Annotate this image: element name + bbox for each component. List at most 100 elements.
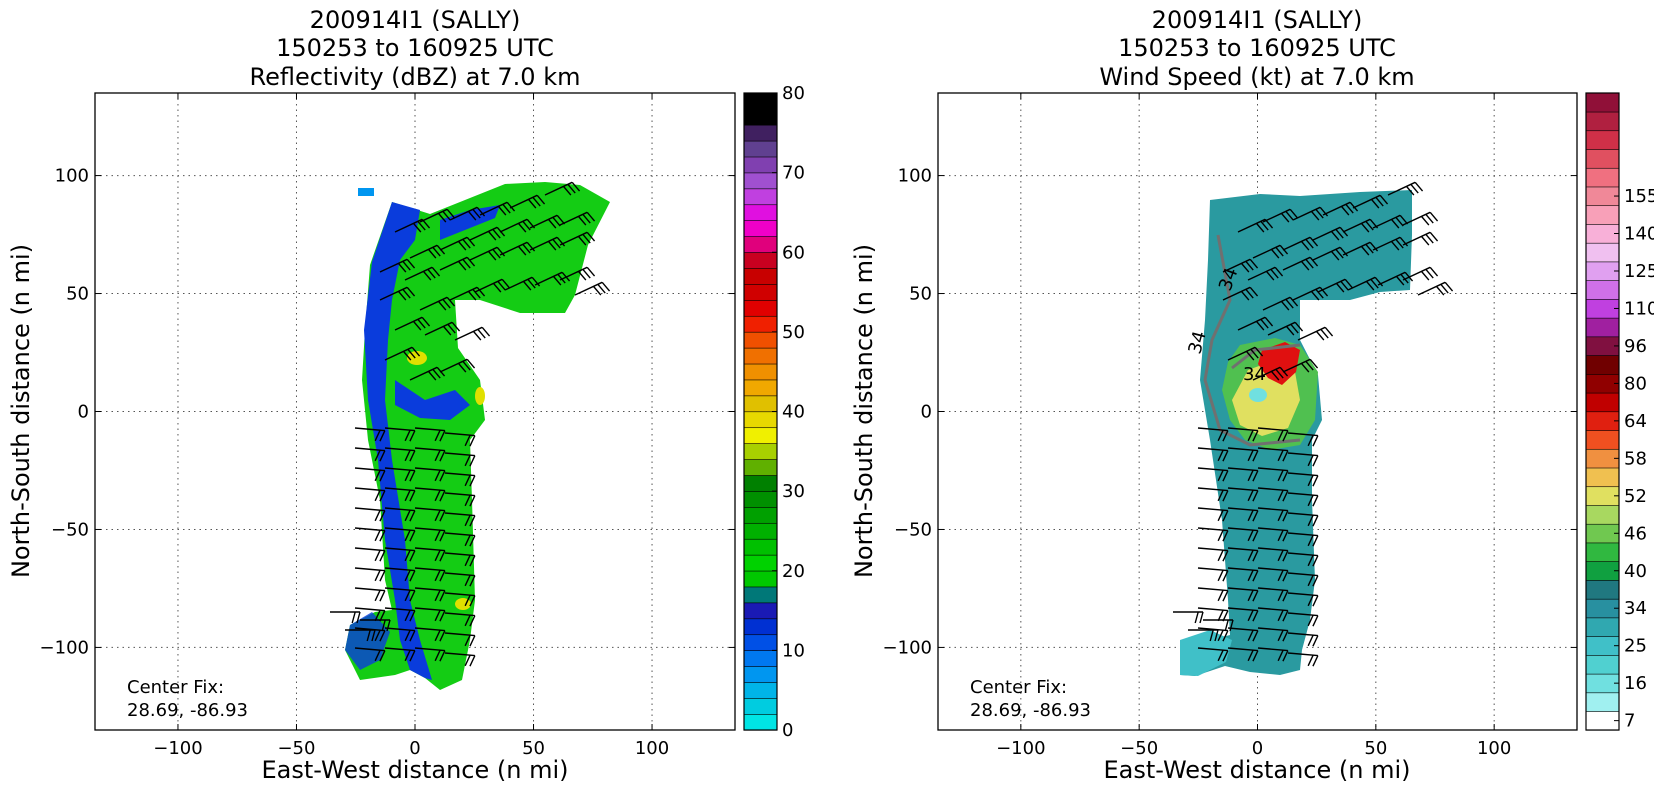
- colorbar-swatch: [743, 650, 778, 667]
- wind-barb-flag: [1312, 655, 1319, 667]
- wind-barb-flag: [404, 569, 411, 582]
- wind-barb-flag: [467, 210, 477, 221]
- wind-barb-flag: [469, 655, 476, 667]
- wind-barb-shaft: [1312, 226, 1341, 241]
- wind-barb-flag: [1285, 298, 1294, 309]
- wind-barb-flag: [464, 594, 471, 607]
- colorbar-tick-label: 40: [782, 402, 805, 423]
- wind-barb-flag: [1315, 330, 1325, 341]
- wind-barb-flag: [1275, 246, 1284, 257]
- wind-barb-flag: [1277, 649, 1284, 662]
- wind-barb-flag: [1255, 222, 1265, 233]
- wind-barb-flag: [439, 430, 446, 442]
- wind-barb-flag: [1307, 634, 1314, 647]
- colorbar-tick-label: 58: [1624, 448, 1647, 469]
- wind-barb-flag: [351, 611, 356, 624]
- wind-barb-flag: [1307, 434, 1314, 447]
- colorbar-swatch: [743, 411, 778, 429]
- wind-barb-flag: [1214, 629, 1219, 642]
- wind-barb-flag: [487, 250, 497, 261]
- wind-barb-flag: [464, 454, 471, 467]
- wind-barb-flag: [1425, 213, 1434, 224]
- wind-barb-flag: [446, 208, 456, 219]
- center-fix-label: Center Fix:: [127, 677, 224, 698]
- colorbar-swatch: [743, 172, 778, 190]
- wind-barb-flag: [374, 569, 381, 582]
- wind-barb-flag: [379, 510, 386, 522]
- chart-title-line2: 150253 to 160925 UTC: [276, 34, 554, 62]
- wind-barb-flag: [1252, 490, 1259, 502]
- colorbar-tick-label: 30: [782, 481, 805, 502]
- wind-barb-flag: [1312, 575, 1319, 587]
- wind-barb-flag: [1429, 231, 1439, 242]
- wind-speed-panel: 200914I1 (SALLY) 150253 to 160925 UTC Wi…: [850, 6, 1654, 784]
- wind-barb-flag: [597, 283, 606, 294]
- wind-speed-eye: [1249, 388, 1267, 402]
- wind-barb-flag: [1247, 649, 1254, 662]
- contour-label: 34: [1243, 364, 1266, 385]
- wind-barb-flag: [1277, 589, 1284, 602]
- wind-barb-flag: [439, 610, 446, 622]
- wind-barb-flag: [434, 569, 441, 582]
- wind-barb-flag: [1252, 530, 1259, 542]
- colorbar-swatch: [1585, 280, 1620, 300]
- wind-barb-shaft: [449, 206, 478, 221]
- wind-barb-flag: [374, 629, 381, 642]
- wind-barb-flag: [472, 208, 481, 219]
- colorbar-tick-label: 80: [1624, 373, 1647, 394]
- wind-barb-flag: [1260, 318, 1269, 329]
- wind-barb-shaft: [1237, 218, 1266, 233]
- wind-barb-flag: [1245, 288, 1254, 299]
- wind-speed-lower-patch: [1180, 630, 1232, 676]
- wind-barb-shaft: [474, 278, 503, 293]
- wind-barb-flag: [1217, 449, 1224, 462]
- colorbar-tick-label: 60: [782, 242, 805, 263]
- wind-barb-flag: [412, 222, 422, 233]
- wind-barb-flag: [422, 270, 432, 281]
- wind-barb-shaft: [1352, 194, 1381, 209]
- wind-barb-flag: [464, 434, 471, 447]
- colorbar-tick-label: 34: [1624, 598, 1647, 619]
- colorbar-swatch: [1585, 617, 1620, 637]
- center-fix-label: Center Fix:: [970, 677, 1067, 698]
- x-tick-label: 0: [409, 738, 420, 759]
- wind-barb-flag: [1307, 534, 1314, 547]
- wind-barb-flag: [379, 530, 386, 542]
- center-fix-coords: 28.69, -86.93: [127, 700, 248, 721]
- wind-barb-flag: [1250, 348, 1259, 359]
- wind-barb-flag: [1252, 470, 1259, 482]
- reflectivity-swath: [345, 182, 610, 690]
- y-tick-label: 0: [921, 402, 932, 423]
- colorbar-swatch: [743, 299, 778, 317]
- wind-barb-flag: [1420, 215, 1430, 226]
- wind-barb-flag: [1312, 475, 1319, 487]
- wind-barb-flag: [517, 222, 527, 233]
- wind-barb-flag: [547, 240, 557, 251]
- colorbar-swatch: [743, 204, 778, 222]
- wind-barb-flag: [466, 358, 476, 369]
- colorbar-swatch: [743, 347, 778, 365]
- colorbar-tick-label: 110: [1624, 298, 1654, 319]
- colorbar-tick-label: 7: [1624, 711, 1635, 732]
- wind-barb-shaft: [454, 326, 483, 341]
- wind-barb-flag: [1222, 570, 1229, 582]
- wind-barb-flag: [1294, 321, 1304, 332]
- wind-barb-flag: [409, 510, 416, 522]
- wind-barb-flag: [434, 609, 441, 622]
- wind-barb-flag: [1252, 510, 1259, 522]
- wind-barb-flag: [1420, 270, 1430, 281]
- wind-barb-shaft: [1347, 276, 1376, 291]
- wind-barb-flag: [476, 286, 486, 297]
- wind-barb-flag: [439, 490, 446, 502]
- colorbar-swatch: [743, 458, 778, 476]
- wind-barb-flag: [1274, 266, 1284, 277]
- wind-barb-flag: [379, 590, 386, 602]
- wind-barb-flag: [1222, 510, 1229, 522]
- colorbar-swatch: [743, 220, 778, 237]
- wind-barb-flag: [404, 489, 411, 502]
- wind-barb-flag: [1245, 260, 1254, 271]
- wind-barb-flag: [374, 649, 381, 662]
- wind-speed-peak-region: [1258, 342, 1300, 385]
- chart-title-line3: Wind Speed (kt) at 7.0 km: [1099, 63, 1414, 91]
- wind-barb-flag: [1252, 590, 1259, 602]
